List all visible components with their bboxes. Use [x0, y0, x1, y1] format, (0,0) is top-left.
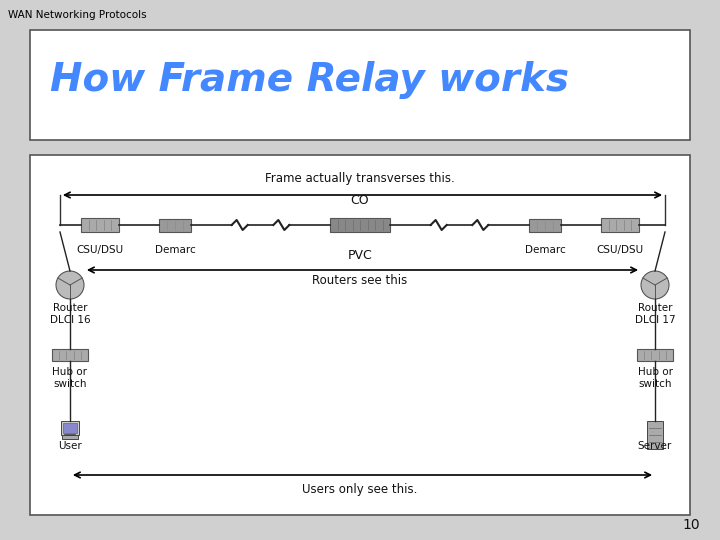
Text: Hub or
switch: Hub or switch	[637, 367, 672, 389]
Bar	[529, 219, 561, 232]
Text: User: User	[58, 441, 82, 451]
Text: Router
DLCI 17: Router DLCI 17	[635, 303, 675, 325]
Bar	[62, 435, 78, 439]
Bar	[159, 219, 191, 232]
Text: Routers see this: Routers see this	[312, 274, 408, 287]
Text: PVC: PVC	[348, 249, 372, 262]
Text: Demarc: Demarc	[155, 245, 195, 255]
Bar	[601, 218, 639, 232]
Text: Demarc: Demarc	[525, 245, 565, 255]
Text: CSU/DSU: CSU/DSU	[76, 245, 124, 255]
Text: CO: CO	[351, 194, 369, 207]
Text: CSU/DSU: CSU/DSU	[596, 245, 644, 255]
Bar	[30, 155, 690, 515]
Text: Server: Server	[638, 441, 672, 451]
Bar	[52, 349, 88, 361]
Text: WAN Networking Protocols: WAN Networking Protocols	[8, 10, 147, 20]
Text: Users only see this.: Users only see this.	[302, 483, 418, 496]
Text: Frame actually transverses this.: Frame actually transverses this.	[265, 172, 455, 185]
Text: Router
DLCI 16: Router DLCI 16	[50, 303, 90, 325]
Circle shape	[56, 271, 84, 299]
Text: 10: 10	[683, 518, 700, 532]
Text: Hub or
switch: Hub or switch	[53, 367, 88, 389]
Bar	[81, 218, 119, 232]
Text: How Frame Relay works: How Frame Relay works	[50, 61, 569, 99]
Bar	[330, 218, 390, 232]
Bar	[647, 421, 663, 449]
Bar	[637, 349, 673, 361]
Bar	[63, 423, 77, 433]
Circle shape	[641, 271, 669, 299]
Bar	[30, 30, 690, 140]
Bar	[61, 421, 79, 435]
